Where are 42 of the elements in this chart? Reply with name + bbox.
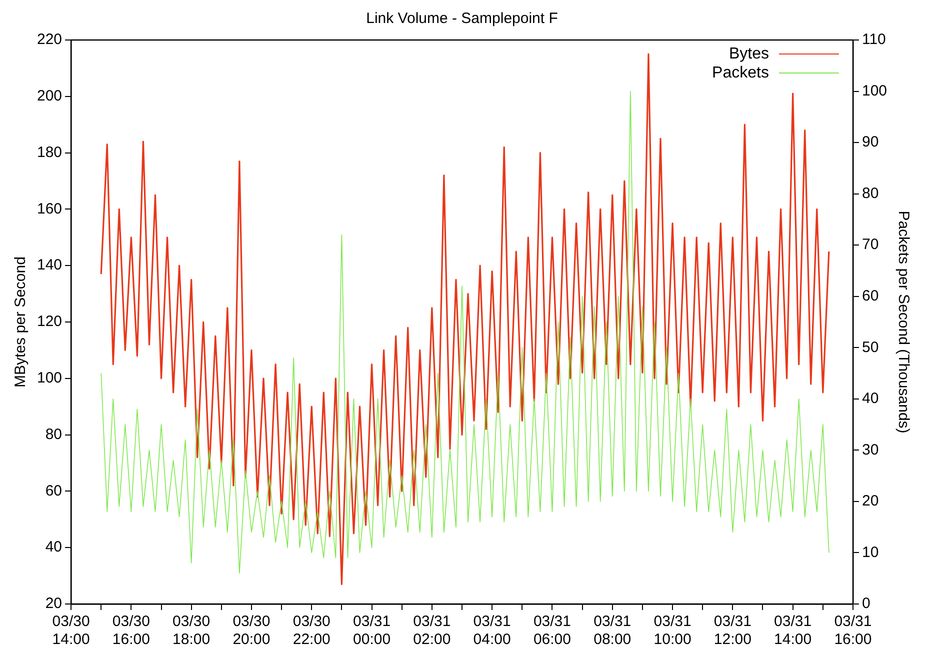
y-axis-title: MBytes per Second <box>12 256 30 388</box>
x-tick-label: 03/30 14:00 <box>52 613 90 648</box>
x-tick-label: 03/30 18:00 <box>172 613 210 648</box>
y-tick-label: 140 <box>36 256 62 274</box>
y2-tick-label: 60 <box>862 288 879 305</box>
y2-tick-label: 100 <box>862 82 888 100</box>
y-tick-label: 120 <box>36 313 62 330</box>
y-tick-label: 60 <box>45 482 62 500</box>
x-tick-label: 03/31 10:00 <box>654 613 692 648</box>
x-tick-label: 03/31 14:00 <box>774 613 812 648</box>
x-tick-label: 03/31 16:00 <box>834 613 872 648</box>
x-tick-label: 03/31 12:00 <box>714 613 752 648</box>
y-tick-label: 160 <box>36 200 62 218</box>
y2-tick-label: 30 <box>862 441 879 458</box>
y-tick-label: 20 <box>45 595 62 612</box>
y2-tick-label: 50 <box>862 338 879 356</box>
legend-label: Packets <box>712 64 769 82</box>
y-tick-label: 100 <box>36 370 62 387</box>
x-tick-label: 03/31 08:00 <box>594 613 632 648</box>
x-tick-label: 03/31 06:00 <box>533 613 571 648</box>
x-tick-label: 03/30 16:00 <box>112 613 150 648</box>
y2-tick-label: 110 <box>862 31 886 48</box>
x-tick-label: 03/30 20:00 <box>232 613 270 648</box>
y-tick-label: 180 <box>36 144 62 161</box>
x-tick-label: 03/30 22:00 <box>292 613 330 648</box>
y2-tick-label: 80 <box>862 184 879 202</box>
y2-tick-label: 0 <box>862 595 870 612</box>
legend-label: Bytes <box>728 45 769 62</box>
x-tick-label: 03/31 00:00 <box>353 613 391 648</box>
chart-title: Link Volume - Samplepoint F <box>366 10 558 28</box>
y2-tick-label: 90 <box>862 134 879 151</box>
y2-tick-label: 40 <box>862 390 879 408</box>
x-tick-label: 03/31 04:00 <box>473 613 511 648</box>
y-tick-label: 220 <box>36 31 62 48</box>
y-tick-label: 80 <box>45 426 62 443</box>
y2-tick-label: 20 <box>862 492 879 510</box>
y2-tick-label: 10 <box>862 544 879 561</box>
x-tick-label: 03/31 02:00 <box>413 613 451 648</box>
y2-axis-title: Packets per Second (Thousands) <box>894 210 912 434</box>
y2-tick-label: 70 <box>862 236 879 254</box>
y-tick-label: 200 <box>36 88 62 105</box>
y-tick-label: 40 <box>45 538 62 556</box>
